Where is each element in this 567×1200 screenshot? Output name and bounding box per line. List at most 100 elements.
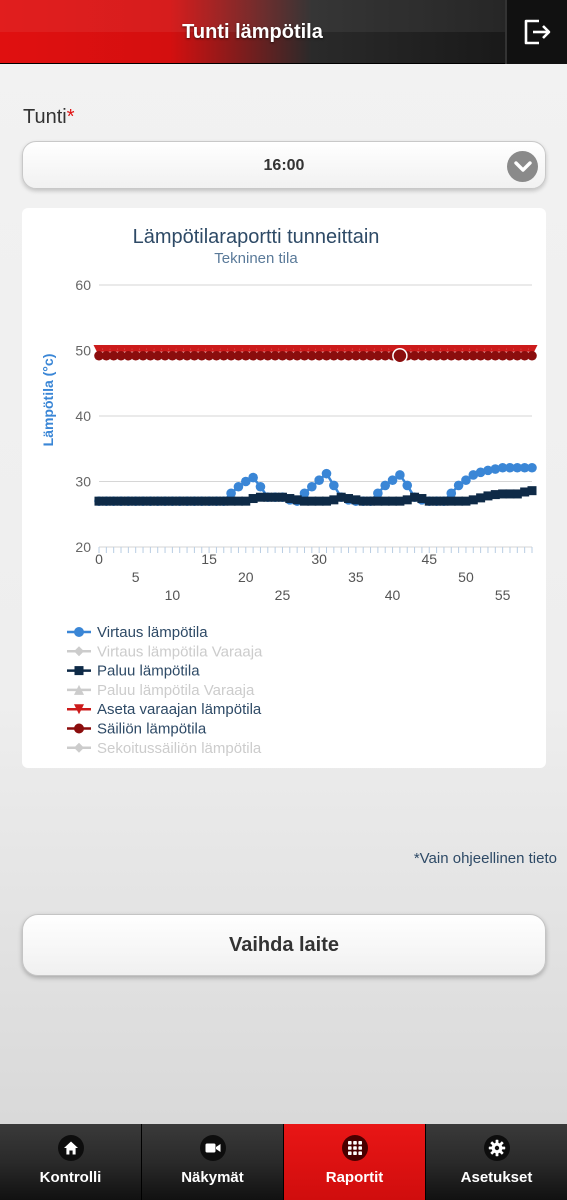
data-point xyxy=(270,350,280,361)
footnote: *Vain ohjeellinen tieto xyxy=(413,850,557,867)
data-point xyxy=(189,496,199,506)
data-point xyxy=(519,345,531,356)
chart-svg: Lämpötilaraportti tunneittain Tekninen t… xyxy=(40,226,538,757)
y-axis-label: Lämpötila (°c) xyxy=(40,354,56,447)
data-point xyxy=(153,496,163,506)
logout-button[interactable] xyxy=(505,0,567,64)
legend-item[interactable]: Aseta varaajan lämpötila xyxy=(67,701,262,718)
data-point xyxy=(152,350,163,361)
data-point xyxy=(248,350,258,361)
data-point xyxy=(357,345,369,356)
data-point xyxy=(358,350,369,361)
data-point xyxy=(379,345,391,356)
data-point xyxy=(160,350,170,361)
legend-marker xyxy=(74,646,84,657)
data-point xyxy=(512,350,523,361)
change-device-button[interactable]: Vaihda laite xyxy=(22,914,546,976)
data-point xyxy=(476,493,486,503)
data-point xyxy=(526,345,538,356)
data-point xyxy=(138,350,148,361)
legend-item[interactable]: Sekoitussäiliön lämpötila xyxy=(67,740,262,757)
data-point xyxy=(298,345,310,356)
gear-icon xyxy=(483,1135,510,1161)
required-mark: * xyxy=(66,106,75,128)
legend-item[interactable]: Virtaus lämpötila xyxy=(67,624,208,641)
data-point xyxy=(329,480,339,491)
data-point xyxy=(395,470,405,480)
data-point xyxy=(255,350,266,361)
legend-item[interactable]: Säiliön lämpötila xyxy=(67,721,207,738)
x-tick-label: 20 xyxy=(238,569,254,585)
hour-field-label: Tunti* xyxy=(23,106,75,129)
data-point xyxy=(292,350,302,361)
data-point xyxy=(416,345,428,356)
data-point xyxy=(424,496,434,506)
data-point xyxy=(490,490,500,500)
data-point xyxy=(196,350,207,361)
camera-icon xyxy=(199,1135,226,1161)
data-point xyxy=(145,350,156,361)
data-point xyxy=(204,496,214,506)
data-point xyxy=(211,496,221,506)
legend-item[interactable]: Paluu lämpötila Varaaja xyxy=(67,682,255,699)
legend-item[interactable]: Paluu lämpötila xyxy=(67,663,200,680)
nav-item-kontrolli[interactable]: Kontrolli xyxy=(0,1124,142,1200)
data-point xyxy=(335,345,347,356)
data-point xyxy=(373,350,383,361)
data-point xyxy=(219,496,229,506)
data-point xyxy=(203,345,215,356)
data-point xyxy=(314,475,324,485)
data-point xyxy=(497,462,508,473)
data-point xyxy=(445,345,457,356)
data-point xyxy=(123,350,134,361)
nav-label: Näkymät xyxy=(181,1169,244,1186)
data-point xyxy=(189,350,200,361)
data-point xyxy=(307,496,317,506)
data-point xyxy=(313,345,325,356)
data-point xyxy=(468,350,479,361)
data-point xyxy=(321,350,332,361)
data-point xyxy=(307,350,317,361)
data-point xyxy=(254,345,266,356)
hour-label-text: Tunti xyxy=(23,106,67,128)
data-point xyxy=(409,345,421,356)
data-point xyxy=(167,350,178,361)
data-point xyxy=(366,496,376,506)
data-point xyxy=(336,492,346,502)
data-point xyxy=(299,488,310,499)
logout-icon xyxy=(524,19,551,45)
data-point xyxy=(232,345,244,356)
data-point xyxy=(490,464,501,474)
chevron-down-icon xyxy=(507,151,538,182)
series-4 xyxy=(93,345,538,356)
data-point xyxy=(322,496,332,506)
data-point xyxy=(461,350,471,361)
data-point xyxy=(152,345,164,356)
data-point xyxy=(328,345,340,356)
nav-label: Raportit xyxy=(325,1169,384,1186)
data-point xyxy=(225,345,237,356)
nav-item-raportit[interactable]: Raportit xyxy=(284,1124,426,1200)
data-point xyxy=(116,496,126,506)
page-title: Tunti lämpötila xyxy=(182,21,323,43)
data-point xyxy=(269,345,281,356)
data-point xyxy=(122,345,134,356)
data-point xyxy=(453,345,465,356)
data-point xyxy=(226,488,236,499)
data-point xyxy=(248,494,258,504)
nav-item-asetukset[interactable]: Asetukset xyxy=(426,1124,567,1200)
data-point xyxy=(343,350,354,361)
data-point xyxy=(343,345,355,356)
data-point xyxy=(438,345,450,356)
hour-select[interactable]: 16:00 xyxy=(22,141,546,189)
data-point xyxy=(93,345,105,356)
legend-marker xyxy=(74,704,84,715)
nav-item-nakymat[interactable]: Näkymät xyxy=(142,1124,284,1200)
legend-item[interactable]: Virtaus lämpötila Varaaja xyxy=(67,643,263,660)
data-point xyxy=(226,350,236,361)
nav-label: Asetukset xyxy=(460,1169,533,1186)
data-point xyxy=(329,350,339,361)
data-point xyxy=(277,350,288,361)
data-point xyxy=(468,470,479,480)
data-point xyxy=(255,492,265,502)
